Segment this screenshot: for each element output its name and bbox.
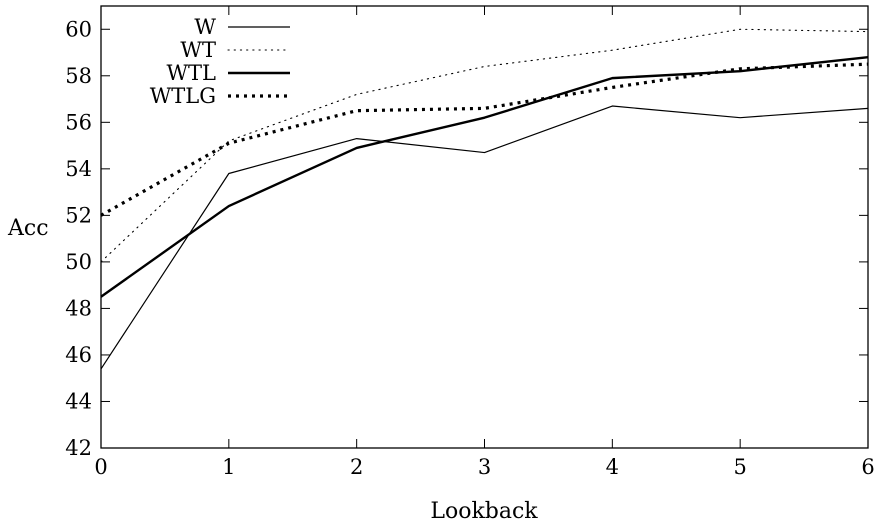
x-tick-label: 5 <box>733 455 746 479</box>
y-tick-label: 46 <box>65 343 92 367</box>
legend-label-w: W <box>194 15 216 39</box>
y-tick-label: 52 <box>65 203 92 227</box>
legend-label-wtlg: WTLG <box>150 84 216 108</box>
x-tick-label: 4 <box>606 455 619 479</box>
x-tick-label: 3 <box>478 455 491 479</box>
y-tick-label: 60 <box>65 17 92 41</box>
x-tick-label: 6 <box>861 455 874 479</box>
y-axis-label: Acc <box>7 216 49 241</box>
plot-frame <box>100 5 869 449</box>
series-line-w <box>100 105 869 370</box>
legend-label-wtl: WTL <box>166 61 216 85</box>
legend-label-wt: WT <box>180 38 216 62</box>
y-tick-label: 54 <box>65 157 92 181</box>
series-line-wtl <box>100 55 869 298</box>
x-tick-label: 0 <box>94 455 107 479</box>
x-tick-label: 2 <box>350 455 363 479</box>
x-tick-label: 1 <box>222 455 235 479</box>
x-axis-label: Lookback <box>430 499 538 524</box>
y-tick-label: 58 <box>65 64 92 88</box>
y-tick-label: 44 <box>65 389 92 413</box>
y-tick-label: 42 <box>65 436 92 460</box>
series-line-wt <box>100 28 869 263</box>
y-tick-label: 48 <box>65 296 92 320</box>
y-tick-label: 56 <box>65 110 92 134</box>
y-tick-label: 50 <box>65 250 92 274</box>
